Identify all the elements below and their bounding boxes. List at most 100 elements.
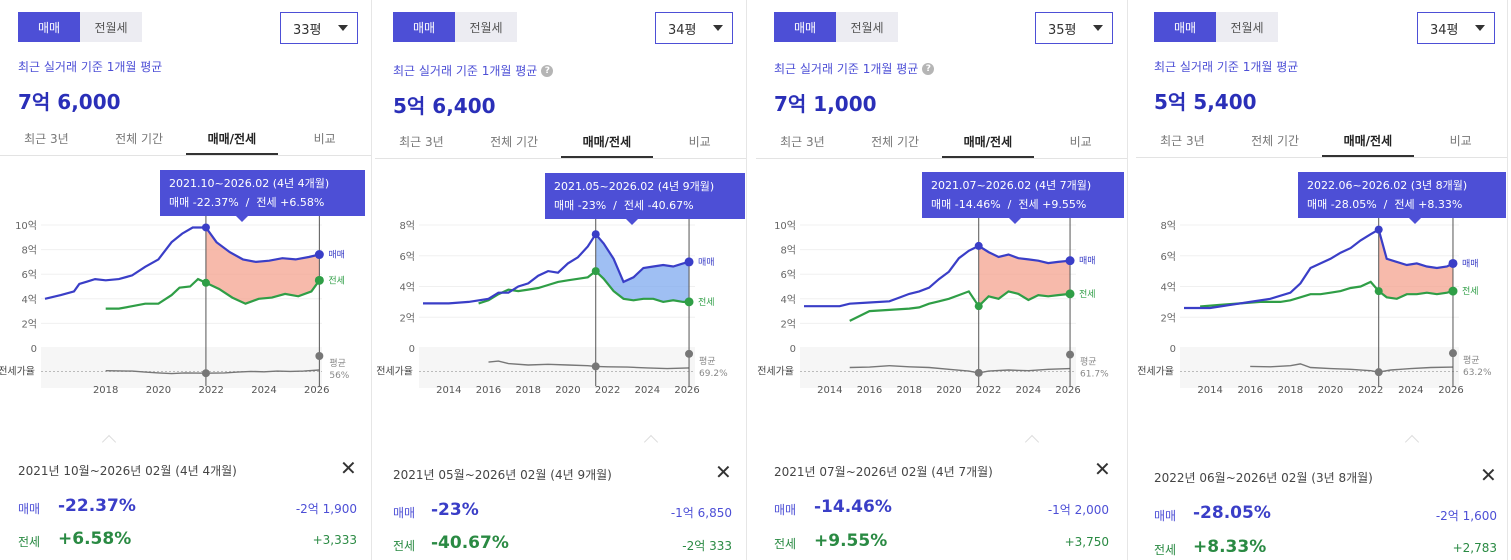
tab-3[interactable]: 비교 (688, 135, 711, 149)
close-icon[interactable]: ✕ (1480, 463, 1497, 487)
sale-end-point[interactable] (314, 250, 324, 260)
toggle-rent[interactable]: 전월세 (850, 20, 884, 35)
jeonse-series-label: 전세 (698, 297, 715, 308)
gap-area (978, 245, 1070, 307)
range-tooltip: 2021.10~2026.02 (4년 4개월) 매매 -22.37% / 전세 +6… (160, 170, 365, 222)
tab-3[interactable]: 비교 (1449, 134, 1472, 148)
x-tick-label: 2018 (93, 385, 118, 395)
tab-2[interactable]: 매매/전세 (1321, 126, 1415, 157)
tooltip-values: 매매 -14.46% / 전세 +9.55% (931, 195, 1115, 214)
detail-period: 2022년 06월~2026년 02월 (3년 8개월) (1154, 471, 1373, 485)
x-tick-label: 2018 (515, 385, 540, 395)
price-chart: 8억 6억 4억 2억 0 전세가율 2014 2016 2018 2020 2022 2024 202… (1137, 207, 1492, 395)
toggle-sale[interactable]: 매매 (774, 12, 836, 42)
average-price: 7억 6,000 (18, 90, 121, 114)
sale-end-point[interactable] (1448, 258, 1458, 268)
ratio-end-point[interactable] (1448, 349, 1457, 358)
tab-1[interactable]: 전체 기간 (115, 132, 164, 146)
tab-0[interactable]: 최근 3년 (399, 135, 444, 149)
average-price: 5억 5,400 (1154, 90, 1257, 114)
ratio-start-point[interactable] (1374, 368, 1383, 377)
sale-start-point[interactable] (1374, 225, 1383, 234)
ratio-start-point[interactable] (201, 369, 210, 378)
tab-2[interactable]: 매매/전세 (560, 127, 654, 158)
size-select[interactable]: 33평 (280, 12, 358, 44)
chevron-up-icon[interactable] (101, 434, 117, 450)
detail-sale-change: -23% (431, 500, 479, 520)
y-tick-label: 10억 (15, 220, 37, 232)
tab-3[interactable]: 비교 (313, 132, 336, 146)
close-icon[interactable]: ✕ (1094, 457, 1111, 481)
size-select-value: 34평 (1430, 22, 1459, 38)
jeonse-end-point[interactable] (1448, 286, 1458, 296)
ratio-band (41, 347, 322, 388)
ratio-line (1250, 363, 1454, 373)
tab-0[interactable]: 최근 3년 (1160, 134, 1205, 148)
detail-sale-amount: -1억 6,850 (670, 506, 732, 520)
close-icon[interactable]: ✕ (715, 460, 732, 484)
ratio-start-point[interactable] (974, 368, 983, 377)
jeonse-end-point[interactable] (684, 297, 694, 307)
sale-end-point[interactable] (684, 257, 694, 267)
chevron-up-icon[interactable] (1404, 434, 1420, 450)
ratio-start-point[interactable] (591, 362, 600, 371)
period-tabs: 최근 3년 전체 기간 매매/전세 비교 (756, 127, 1127, 159)
toggle-rent[interactable]: 전월세 (469, 20, 503, 35)
tab-1[interactable]: 전체 기간 (490, 135, 539, 149)
close-icon[interactable]: ✕ (340, 456, 357, 480)
tab-0[interactable]: 최근 3년 (24, 132, 69, 146)
tab-2[interactable]: 매매/전세 (185, 124, 279, 155)
jeonse-start-point[interactable] (1374, 287, 1383, 296)
tab-0[interactable]: 최근 3년 (780, 135, 825, 149)
toggle-sale[interactable]: 매매 (1154, 12, 1216, 42)
tab-2[interactable]: 매매/전세 (941, 127, 1035, 158)
average-price: 7억 1,000 (774, 92, 877, 116)
sale-end-point[interactable] (1065, 256, 1075, 266)
deal-type-toggle: 매매 전월세 (774, 12, 898, 42)
jeonse-end-point[interactable] (314, 275, 324, 285)
size-select[interactable]: 34평 (655, 12, 733, 44)
ratio-end-point[interactable] (315, 352, 324, 360)
detail-sale-label: 매매 (393, 506, 416, 520)
toggle-rent[interactable]: 전월세 (94, 20, 128, 35)
x-tick-label: 2020 (936, 385, 961, 395)
x-tick-label: 2016 (1238, 385, 1263, 395)
toggle-rent[interactable]: 전월세 (1230, 20, 1264, 35)
sale-start-point[interactable] (974, 241, 983, 250)
tab-3[interactable]: 비교 (1069, 135, 1092, 149)
chevron-up-icon[interactable] (1024, 434, 1040, 450)
help-icon[interactable]: ? (922, 62, 935, 75)
ratio-end-point[interactable] (685, 349, 694, 358)
caret-down-icon (1475, 25, 1485, 31)
sale-series-label: 매매 (1079, 256, 1096, 267)
y-tick-label: 6억 (21, 269, 37, 281)
tab-1[interactable]: 전체 기간 (1251, 134, 1300, 148)
help-icon[interactable]: ? (541, 64, 554, 77)
jeonse-start-point[interactable] (201, 278, 210, 287)
sale-start-point[interactable] (591, 230, 600, 239)
jeonse-start-point[interactable] (974, 302, 983, 311)
price-basis-text: 최근 실거래 기준 1개월 평균 (18, 60, 163, 74)
tab-1[interactable]: 전체 기간 (871, 135, 920, 149)
ratio-line (488, 360, 690, 370)
size-select[interactable]: 34평 (1417, 12, 1495, 44)
sale-series-label: 매매 (1462, 258, 1479, 269)
toggle-sale[interactable]: 매매 (393, 12, 455, 42)
ratio-label: 전세가율 (1137, 366, 1174, 378)
size-select[interactable]: 35평 (1035, 12, 1113, 44)
ratio-end-point[interactable] (1066, 350, 1075, 359)
price-basis-text: 최근 실거래 기준 1개월 평균 (393, 64, 538, 78)
chevron-up-icon[interactable] (643, 434, 659, 450)
jeonse-start-point[interactable] (591, 267, 600, 276)
jeonse-end-point[interactable] (1065, 289, 1075, 299)
y-tick-label: 4억 (21, 294, 37, 306)
sale-start-point[interactable] (201, 223, 210, 232)
sale-line (44, 226, 320, 300)
y-tick-label: 6억 (1160, 251, 1176, 263)
y-tick-label: 10억 (774, 220, 796, 232)
detail-jeonse-label: 전세 (393, 539, 416, 553)
price-chart: 10억 8억 6억 4억 2억 0 전세가율 2014 2016 2018 2020 2022 2024… (757, 207, 1109, 395)
size-select-value: 33평 (293, 22, 322, 38)
x-tick-label: 2022 (198, 385, 223, 395)
toggle-sale[interactable]: 매매 (18, 12, 80, 42)
